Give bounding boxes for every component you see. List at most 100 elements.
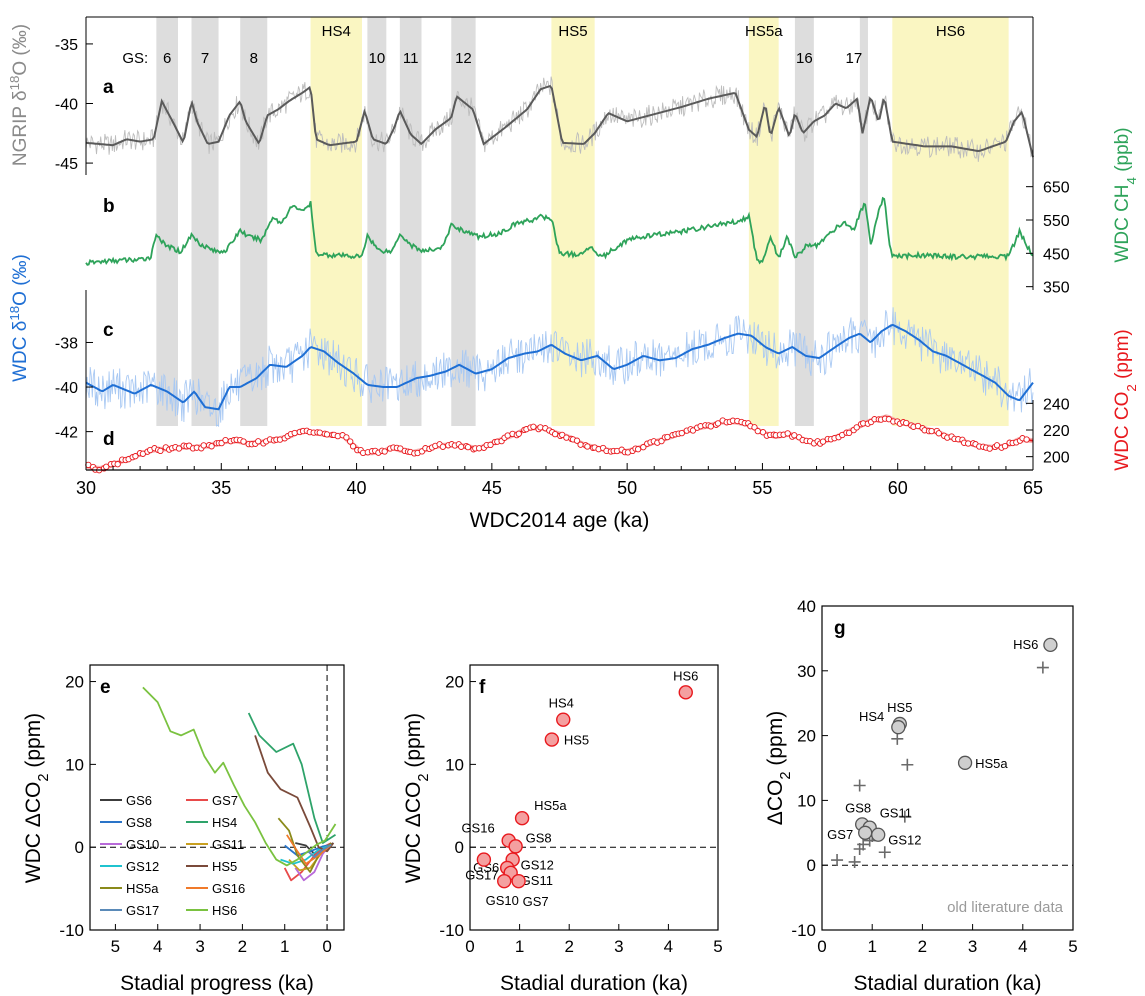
- ch4-tick-label: 450: [1043, 246, 1070, 263]
- wdc-d18o-axis-label-part: O (‰): [10, 254, 31, 306]
- co2-data-point: [634, 446, 642, 453]
- co2-data-point: [530, 423, 537, 430]
- panel-g-x-axis-label: Stadial duration (ka): [854, 972, 1042, 995]
- panel-g-y-tick-label: -10: [791, 921, 816, 940]
- panel-e-x-axis-label: Stadial progress (ka): [120, 972, 314, 995]
- panel-g-literature-cross: [878, 846, 891, 859]
- co2-data-point: [819, 438, 827, 445]
- co2-data-point: [986, 445, 993, 452]
- panel-f-y-tick-label: 10: [445, 755, 464, 774]
- ngrip-axis-label-part: 18: [7, 76, 22, 91]
- co2-data-point: [208, 443, 215, 450]
- panel-g-literature-cross: [853, 843, 866, 855]
- panel-g-literature-cross: [891, 732, 904, 745]
- panel-f-point-label: HS5a: [534, 798, 567, 813]
- panel-f-point-gs8: [508, 839, 523, 854]
- panel-e-series-hs4: [247, 712, 336, 844]
- x-axis-label: WDC2014 age (ka): [470, 509, 650, 532]
- co2-data-point: [323, 431, 331, 438]
- panel-e-x-tick-label: 1: [280, 937, 289, 956]
- panel-letter: g: [834, 618, 846, 639]
- co2-data-point: [157, 447, 164, 455]
- panel-g-point-label: GS7: [827, 827, 853, 842]
- panel-e-series-gs16: [286, 834, 332, 865]
- panel-letter: a: [103, 77, 114, 98]
- co2-data-point: [759, 429, 767, 436]
- co2-data-point: [1001, 442, 1009, 450]
- panel-g-x-tick-label: 5: [1068, 937, 1077, 956]
- timeseries-panel: GS: 6 7 8 10 11 12 16 17 HS4 HS5 HS5a HS6 -35 -40 -45 a 6…: [7, 16, 1139, 532]
- panel-f-point-hs6: [678, 685, 693, 700]
- x-tick-label: 60: [888, 478, 908, 498]
- co2-data-point: [584, 443, 591, 450]
- ch4-line: [85, 196, 1034, 266]
- co2-data-point: [640, 444, 647, 451]
- panel-g-y-tick-label: 10: [797, 791, 816, 810]
- co2-data-point: [845, 429, 853, 437]
- co2-data-point: [515, 430, 522, 437]
- panel-e-x-tick-label: 3: [195, 937, 204, 956]
- co2-data-point: [577, 441, 584, 448]
- legend-label-gs17: GS17: [126, 903, 159, 918]
- co2-data-point: [175, 445, 183, 452]
- panel-g-literature-cross: [898, 810, 911, 823]
- co2-data-point: [551, 430, 559, 438]
- wdc-d18o-axis-label-part: 18: [7, 306, 22, 321]
- co2-data-point: [903, 419, 910, 427]
- co2-data-point: [343, 434, 350, 441]
- panel-f-point-label: HS5: [564, 733, 589, 748]
- panel-f-y-tick-label: 0: [455, 838, 464, 857]
- gs-band-label: 11: [403, 50, 419, 67]
- hs-band-label: HS4: [322, 23, 351, 40]
- panel-e-frame: [89, 664, 345, 931]
- panel-f-point-gs7: [511, 873, 526, 889]
- wdc-d18o-tick-label: -40: [55, 380, 78, 397]
- legend-label-gs6: GS6: [126, 793, 152, 808]
- panel-letter: f: [479, 677, 486, 698]
- panel-e-y-tick-label: 20: [65, 673, 84, 692]
- co2-data-point: [678, 429, 685, 437]
- panel-f-frame: [469, 664, 719, 931]
- co2-tick-label: 200: [1043, 450, 1070, 467]
- panel-letter: b: [103, 196, 115, 217]
- panel-g-x-tick-label: 4: [1018, 937, 1027, 956]
- gray-band: [859, 17, 868, 426]
- panel-f-y-tick-label: -10: [439, 921, 464, 940]
- co2-data-point: [573, 437, 581, 444]
- panel-f-point-gs10: [497, 873, 512, 889]
- co2-data-point: [291, 429, 298, 437]
- gs-band-label: 6: [163, 50, 171, 67]
- x-tick-label: 50: [617, 478, 637, 498]
- legend-label-gs8: GS8: [126, 815, 152, 830]
- panel-f-point-label: GS8: [526, 830, 552, 845]
- wdc-d18o-smooth-line: [85, 323, 1034, 411]
- legend-label-gs7: GS7: [212, 793, 238, 808]
- panel-e-x-tick-label: 4: [153, 937, 162, 956]
- panel-g-point-gs7: [858, 825, 873, 840]
- gray-band: [451, 17, 476, 426]
- co2-data-point: [240, 438, 247, 445]
- co2-data-point: [853, 424, 860, 431]
- co2-data-point: [347, 438, 354, 445]
- panel-e-y-axis-label-part: (ppm): [22, 713, 45, 774]
- panel-g-point-label: HS6: [1013, 637, 1038, 652]
- wdc-d18o-tick-label: -42: [55, 425, 78, 442]
- co2-data-point: [714, 420, 722, 427]
- ngrip-axis-label-part: NGRIP δ: [10, 90, 31, 166]
- co2-tick-label: 220: [1043, 423, 1070, 440]
- x-tick-label: 45: [482, 478, 502, 498]
- legend-label-gs10: GS10: [126, 837, 159, 852]
- wdc-d18o-axis-label: WDC δ18O (‰): [7, 254, 32, 382]
- co2-data-point: [1023, 436, 1030, 443]
- co2-data-point: [114, 461, 121, 468]
- panel-g-y-axis-label-part: (ppm): [764, 711, 787, 772]
- panel-g-y-tick-label: 0: [807, 856, 816, 875]
- x-tick-label: 40: [347, 478, 367, 498]
- panel-e-y-tick-label: 10: [65, 755, 84, 774]
- gs-band-label: 10: [369, 50, 386, 67]
- panel-e-series-hs5: [254, 735, 335, 853]
- ngrip-smooth-line: [85, 84, 1034, 158]
- co2-data-point: [464, 443, 472, 451]
